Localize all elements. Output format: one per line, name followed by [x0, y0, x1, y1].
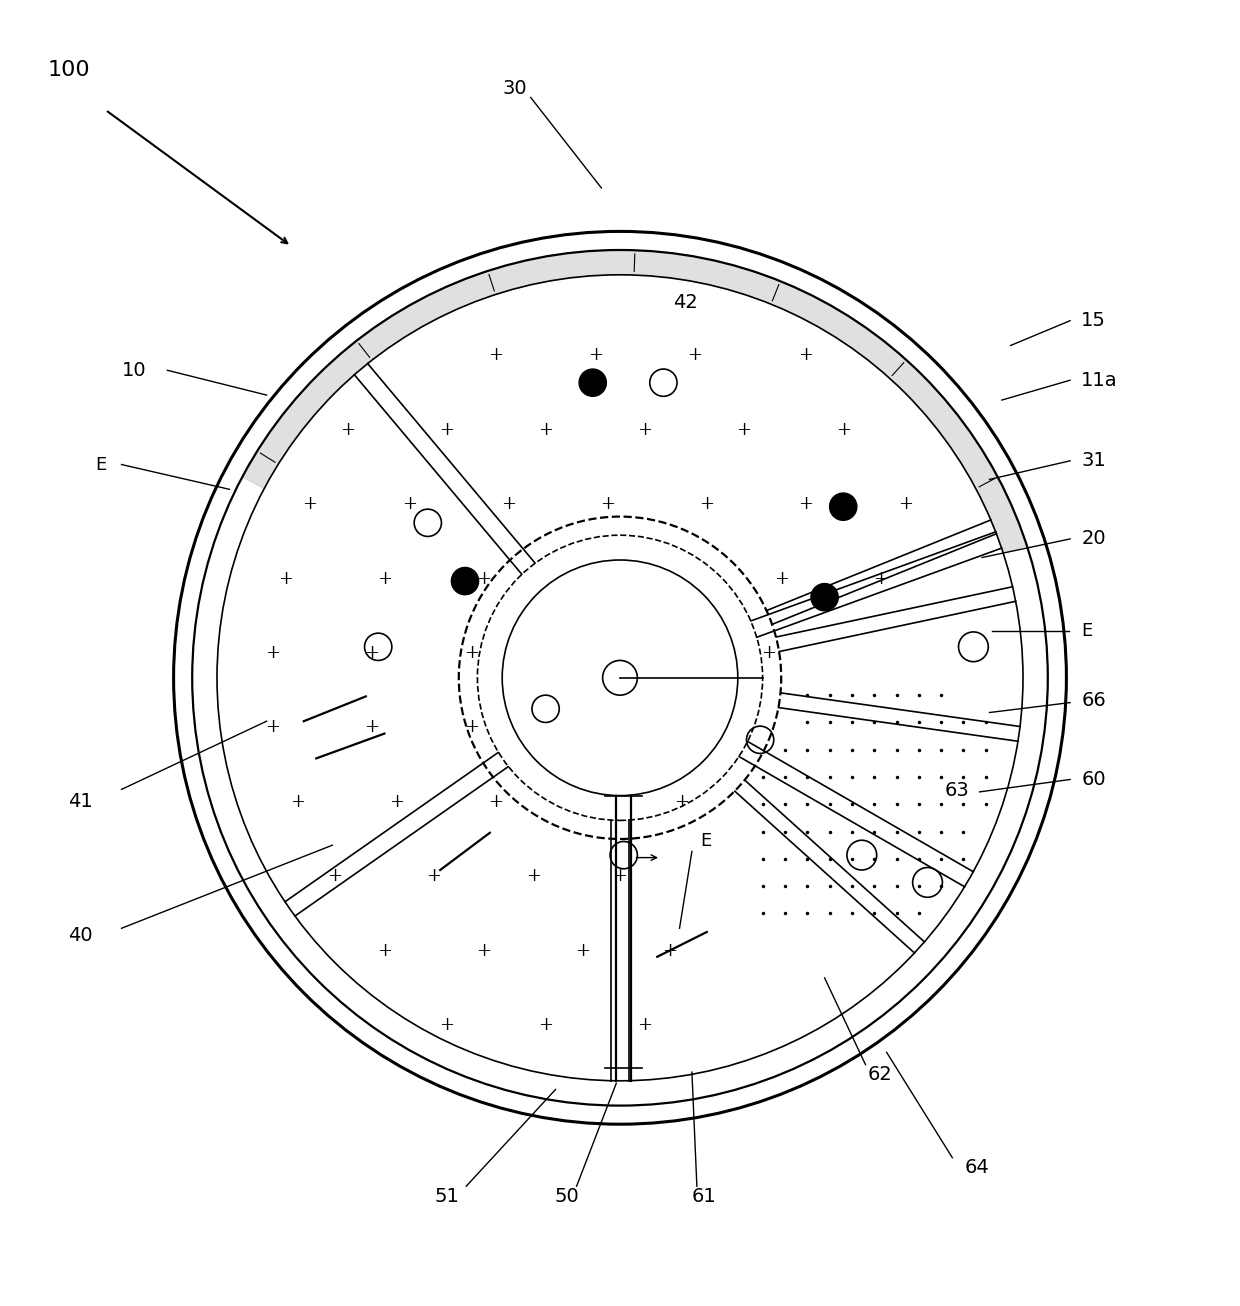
Text: 31: 31 — [1081, 452, 1106, 470]
Text: +: + — [278, 569, 293, 588]
Text: +: + — [799, 495, 813, 513]
Text: +: + — [799, 346, 813, 364]
Text: 66: 66 — [1081, 691, 1106, 709]
Text: +: + — [439, 421, 454, 439]
Text: +: + — [898, 495, 913, 513]
Text: +: + — [675, 793, 689, 811]
Text: 42: 42 — [673, 294, 698, 312]
Text: +: + — [290, 793, 305, 811]
Text: 30: 30 — [502, 80, 527, 98]
Text: 40: 40 — [68, 926, 93, 946]
Text: +: + — [365, 644, 379, 662]
Text: +: + — [489, 793, 503, 811]
Text: 63: 63 — [945, 781, 970, 799]
Text: 100: 100 — [47, 60, 89, 81]
Text: +: + — [377, 569, 392, 588]
Text: 51: 51 — [434, 1187, 459, 1205]
Text: +: + — [476, 942, 491, 960]
Text: +: + — [389, 793, 404, 811]
Text: +: + — [439, 1016, 454, 1034]
Text: +: + — [265, 644, 280, 662]
Text: +: + — [303, 495, 317, 513]
Text: +: + — [377, 942, 392, 960]
Text: +: + — [873, 569, 888, 588]
Text: +: + — [600, 495, 615, 513]
Text: E: E — [701, 832, 712, 850]
Text: 61: 61 — [692, 1187, 717, 1205]
Text: +: + — [501, 495, 516, 513]
Text: +: + — [687, 346, 702, 364]
Text: +: + — [526, 867, 541, 885]
Text: +: + — [365, 718, 379, 737]
Text: +: + — [836, 421, 851, 439]
Text: +: + — [637, 421, 652, 439]
Text: +: + — [476, 569, 491, 588]
Text: +: + — [737, 421, 751, 439]
Text: +: + — [538, 421, 553, 439]
Text: +: + — [613, 867, 627, 885]
Polygon shape — [688, 692, 1022, 1043]
Text: +: + — [489, 346, 503, 364]
Text: +: + — [662, 942, 677, 960]
Text: 60: 60 — [1081, 771, 1106, 789]
Text: 41: 41 — [68, 793, 93, 811]
Text: +: + — [265, 718, 280, 737]
Text: 10: 10 — [122, 360, 146, 380]
Text: +: + — [699, 495, 714, 513]
Text: +: + — [327, 867, 342, 885]
Polygon shape — [242, 249, 1027, 554]
Text: 62: 62 — [868, 1066, 893, 1084]
Circle shape — [811, 584, 838, 611]
Text: E: E — [1081, 622, 1092, 640]
Text: +: + — [761, 644, 776, 662]
Text: +: + — [402, 495, 417, 513]
Text: +: + — [588, 346, 603, 364]
Text: 20: 20 — [1081, 529, 1106, 549]
Circle shape — [451, 567, 479, 594]
Text: +: + — [774, 569, 789, 588]
Text: +: + — [464, 644, 479, 662]
Text: 50: 50 — [554, 1187, 579, 1205]
Circle shape — [579, 370, 606, 396]
Text: +: + — [340, 421, 355, 439]
Text: 64: 64 — [965, 1158, 990, 1177]
Text: +: + — [464, 718, 479, 737]
Text: +: + — [575, 942, 590, 960]
Text: 11a: 11a — [1081, 371, 1118, 389]
Text: +: + — [427, 867, 441, 885]
Text: +: + — [538, 1016, 553, 1034]
Text: 15: 15 — [1081, 311, 1106, 330]
Text: E: E — [95, 456, 107, 474]
Circle shape — [830, 494, 857, 520]
Text: +: + — [637, 1016, 652, 1034]
